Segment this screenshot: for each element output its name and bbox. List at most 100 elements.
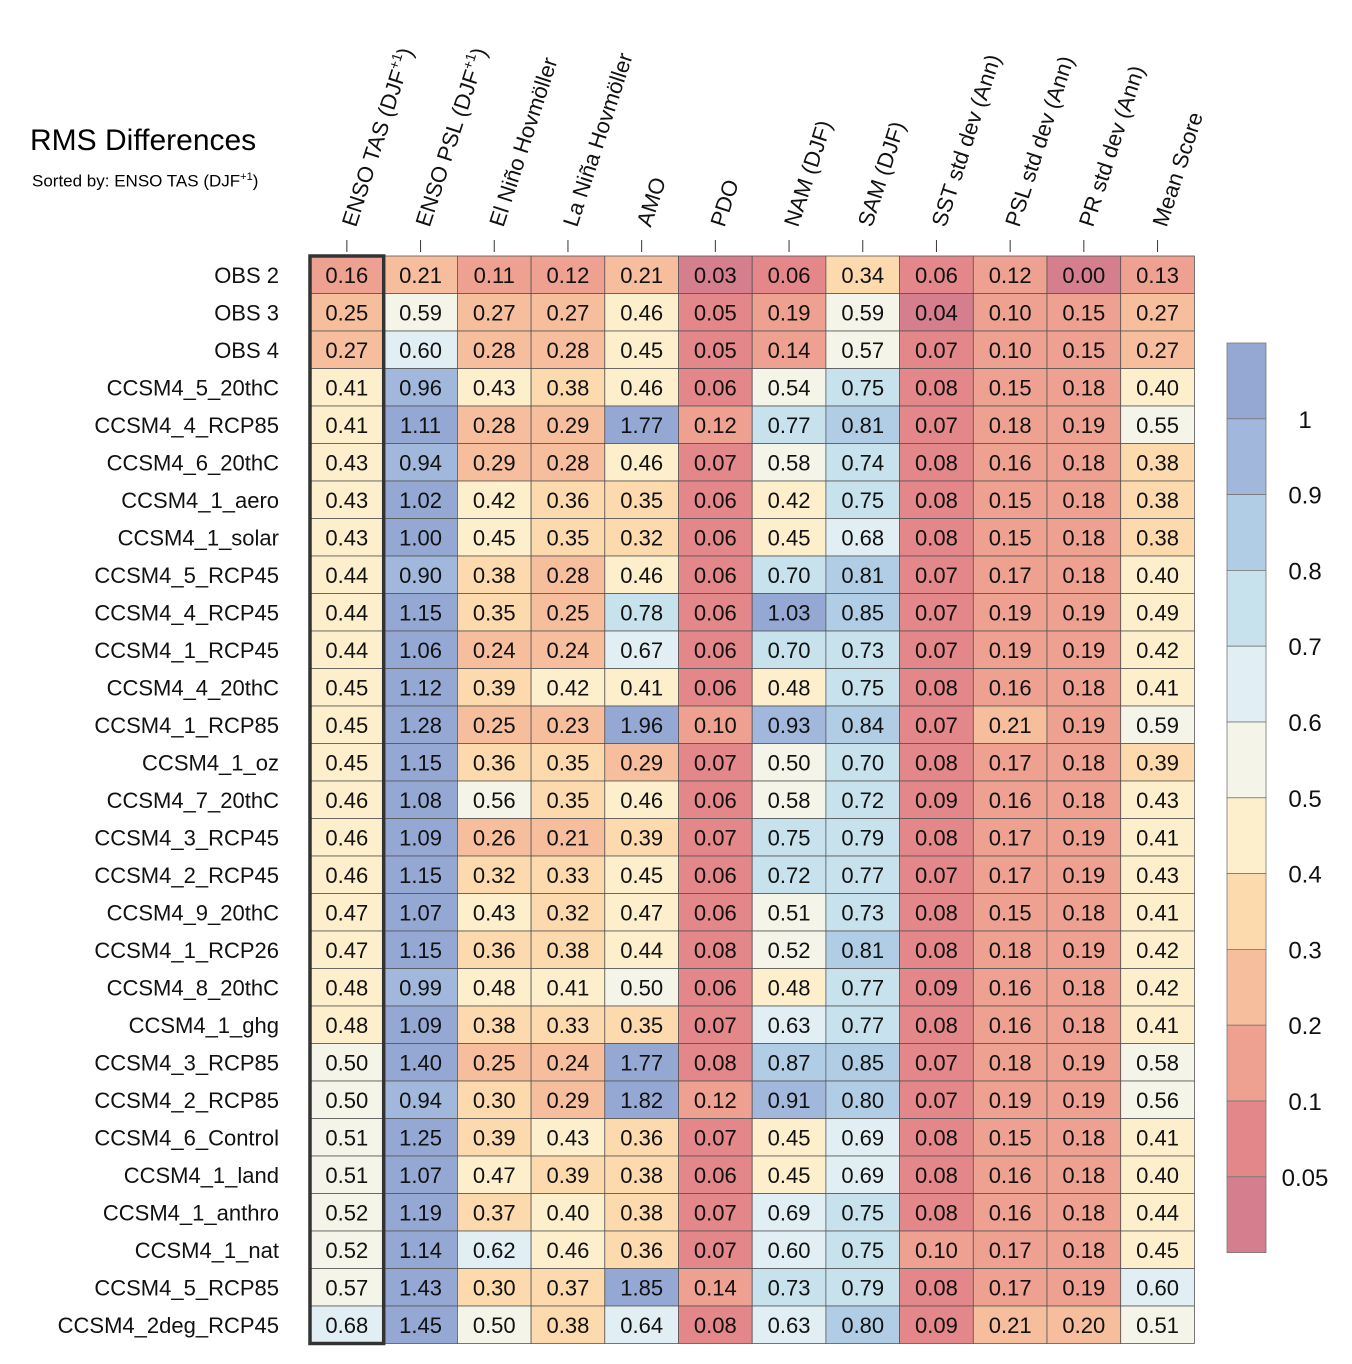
- cell-value-label: 0.48: [325, 1013, 368, 1038]
- cell-value-label: 0.80: [841, 1313, 884, 1338]
- heatmap-cell: [1046, 818, 1122, 857]
- cell-value-label: 0.06: [768, 263, 811, 288]
- heatmap-cell: [899, 1043, 974, 1082]
- cell-value-label: 0.59: [399, 300, 442, 325]
- cell-value-label: 1.03: [768, 600, 811, 625]
- heatmap-cell: [825, 293, 901, 332]
- cell-value-label: 0.18: [1062, 975, 1105, 1000]
- cell-value-label: 1.00: [399, 525, 442, 550]
- cell-value-label: 0.46: [620, 563, 663, 588]
- colorbar-tick-label: 0.6: [1288, 710, 1321, 737]
- cell-value-label: 0.17: [989, 1275, 1032, 1300]
- heatmap-cell: [309, 1268, 385, 1307]
- row-label: CCSM4_1_RCP45: [94, 638, 279, 663]
- column-label-text: Mean Score: [1148, 109, 1208, 230]
- heatmap-cell: [1046, 555, 1122, 594]
- cell-value-label: 0.15: [989, 488, 1032, 513]
- cell-value-label: 0.25: [473, 713, 516, 738]
- cell-value-label: 0.08: [915, 1125, 958, 1150]
- heatmap-cell: [751, 780, 827, 819]
- cell-value-label: 0.15: [989, 375, 1032, 400]
- heatmap-cell: [1120, 818, 1195, 857]
- row-label: OBS 3: [214, 300, 279, 325]
- heatmap-cell: [309, 555, 385, 594]
- colorbar: 1 0.9 0.8 0.7 0.6 0.5 0.4 0.3 0.2 0.1 0.05: [1226, 342, 1328, 1254]
- cell-value-label: 0.16: [989, 1013, 1032, 1038]
- row-label: CCSM4_1_solar: [118, 525, 279, 550]
- heatmap-cell: [751, 743, 827, 782]
- cell-value-label: 0.25: [325, 300, 368, 325]
- column-label: NAM (DJF): [779, 117, 837, 229]
- cell-value-label: 0.70: [768, 638, 811, 663]
- cell-value-label: 1.07: [399, 1163, 442, 1188]
- heatmap-cell: [972, 405, 1048, 444]
- cell-value-label: 0.54: [768, 375, 811, 400]
- cell-value-label: 0.28: [473, 338, 516, 363]
- cell-value-label: 0.36: [620, 1125, 663, 1150]
- cell-value-label: 0.18: [989, 938, 1032, 963]
- heatmap-cell: [604, 1155, 679, 1194]
- cell-value-label: 1.14: [399, 1238, 442, 1263]
- cell-value-label: 0.81: [841, 413, 884, 438]
- heatmap-cell: [456, 555, 532, 594]
- heatmap-cell: [825, 1230, 901, 1269]
- heatmap-cell: [383, 518, 458, 557]
- cell-value-label: 0.64: [620, 1313, 663, 1338]
- heatmap-cell: [825, 1005, 901, 1044]
- heatmap-cell: [530, 1155, 606, 1194]
- column-label: PDO: [705, 176, 744, 229]
- heatmap-cell: [1120, 593, 1195, 632]
- heatmap-cell: [751, 480, 827, 519]
- cell-value-label: 1.11: [400, 413, 441, 438]
- cell-value-label: 0.75: [841, 375, 884, 400]
- heatmap-cell: [899, 855, 974, 894]
- row-label: CCSM4_4_RCP45: [94, 600, 279, 625]
- heatmap-cell: [309, 405, 385, 444]
- cell-value-label: 0.46: [547, 1238, 590, 1263]
- heatmap-cell: [456, 255, 532, 294]
- heatmap-cell: [972, 1305, 1048, 1344]
- cell-value-label: 0.91: [768, 1088, 811, 1113]
- heatmap-cell: [751, 368, 827, 407]
- heatmap-cell: [456, 630, 532, 669]
- heatmap-cell: [604, 1043, 679, 1082]
- heatmap-cells: [308, 254, 1195, 1346]
- cell-value-label: 0.42: [1136, 938, 1179, 963]
- heatmap-cell: [604, 705, 679, 744]
- cell-value-label: 0.08: [915, 1275, 958, 1300]
- cell-value-label: 0.77: [841, 975, 884, 1000]
- colorbar-swatch: [1226, 1100, 1267, 1178]
- cell-value-label: 0.08: [915, 938, 958, 963]
- cell-value-label: 0.36: [473, 938, 516, 963]
- heatmap-cell: [751, 968, 827, 1007]
- cell-value-label: 0.15: [1062, 300, 1105, 325]
- heatmap-cell: [751, 818, 827, 857]
- cell-value-label: 0.19: [989, 1088, 1032, 1113]
- heatmap-cell: [972, 1080, 1048, 1119]
- cell-value-label: 0.33: [547, 863, 590, 888]
- heatmap-cell: [825, 368, 901, 407]
- cell-value-label: 0.90: [399, 563, 442, 588]
- cell-value-label: 0.60: [768, 1238, 811, 1263]
- cell-value-label: 0.28: [473, 413, 516, 438]
- cell-value-label: 0.06: [694, 563, 737, 588]
- cell-value-label: 0.19: [1062, 863, 1105, 888]
- cell-value-label: 0.38: [1136, 525, 1179, 550]
- heatmap-cell: [825, 893, 901, 932]
- heatmap-cell: [899, 330, 974, 369]
- heatmap-cell: [309, 818, 385, 857]
- cell-value-label: 0.51: [1136, 1313, 1179, 1338]
- cell-value-label: 0.07: [694, 450, 737, 475]
- cell-value-label: 0.52: [325, 1200, 368, 1225]
- cell-value-label: 0.07: [915, 1088, 958, 1113]
- colorbar-tick-label: 1: [1298, 407, 1311, 434]
- heatmap-cell: [309, 1043, 385, 1082]
- cell-value-label: 0.49: [1136, 600, 1179, 625]
- heatmap-cell: [825, 1305, 901, 1344]
- cell-value-label: 0.45: [325, 713, 368, 738]
- heatmap-cell: [309, 1080, 385, 1119]
- cell-value-label: 0.43: [1136, 788, 1179, 813]
- column-label-text: ENSO TAS (DJF: [337, 67, 411, 230]
- heatmap-cell: [899, 668, 974, 707]
- cell-value-label: 0.69: [768, 1200, 811, 1225]
